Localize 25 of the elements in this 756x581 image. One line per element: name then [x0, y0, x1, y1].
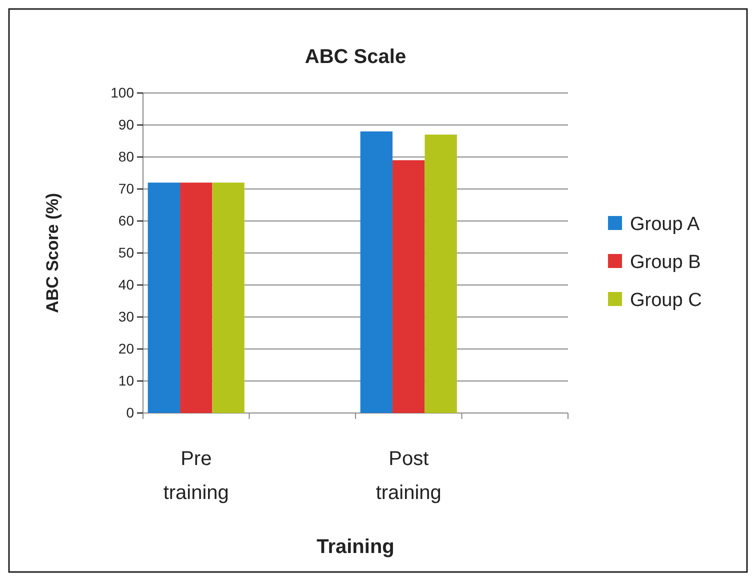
bar	[424, 134, 457, 413]
x-tick-label: Post training	[376, 448, 442, 504]
bar	[392, 160, 425, 413]
x-axis-title: Training	[316, 536, 394, 558]
legend-label: Group A	[630, 214, 700, 235]
y-tick-label: 90	[118, 116, 134, 132]
y-tick-label: 70	[118, 180, 134, 196]
x-tick-label: Pre training	[163, 448, 229, 504]
bar	[180, 182, 212, 413]
bar	[212, 182, 244, 413]
bar	[360, 131, 393, 413]
y-tick-label: 80	[118, 148, 134, 164]
bar	[148, 182, 180, 413]
y-tick-label: 20	[118, 340, 134, 356]
y-tick-label: 100	[110, 84, 134, 100]
y-axis-title: ABC Score (%)	[43, 193, 62, 313]
y-tick-label: 0	[126, 404, 134, 420]
chart-title: ABC Scale	[304, 46, 406, 68]
legend-label: Group B	[630, 252, 701, 273]
y-tick-label: 10	[118, 372, 134, 388]
y-tick-label: 40	[118, 276, 134, 292]
y-tick-label: 30	[118, 308, 134, 324]
y-tick-label: 60	[118, 212, 134, 228]
y-tick-label: 50	[118, 244, 134, 260]
legend-label: Group C	[630, 290, 702, 311]
